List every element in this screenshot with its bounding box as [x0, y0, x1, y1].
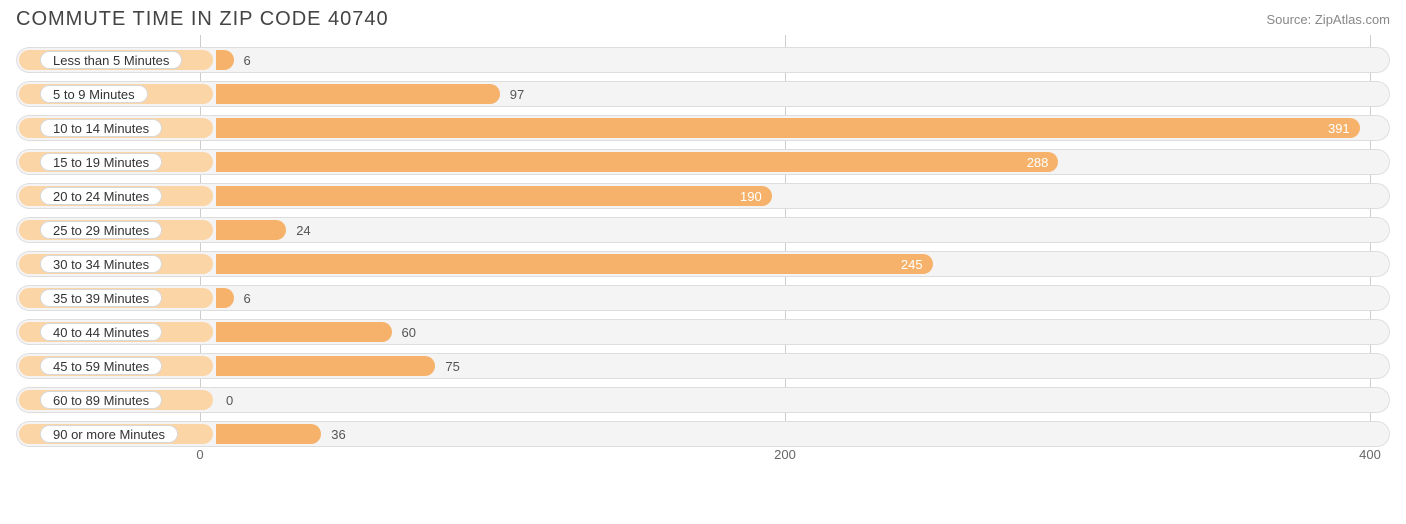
bar-row: 15 to 19 Minutes 288: [16, 149, 1390, 175]
bar-row: Less than 5 Minutes 6: [16, 47, 1390, 73]
bar-fill: [216, 356, 435, 376]
bar-value-label: 0: [216, 387, 243, 413]
bar-row: 40 to 44 Minutes 60: [16, 319, 1390, 345]
bar-fill: [216, 220, 286, 240]
bar-value-label: 190: [216, 183, 772, 209]
bar-row: 35 to 39 Minutes 6: [16, 285, 1390, 311]
bar-container: Less than 5 Minutes 6 5 to 9 Minutes 97 10 t…: [16, 47, 1390, 447]
bar-value-label: 75: [435, 353, 469, 379]
bar-category-label: 30 to 34 Minutes: [40, 255, 162, 273]
bar-category-label: 20 to 24 Minutes: [40, 187, 162, 205]
bar-fill: [216, 84, 500, 104]
bar-row: 20 to 24 Minutes 190: [16, 183, 1390, 209]
bar-value-label: 245: [216, 251, 933, 277]
bar-row: 30 to 34 Minutes 245: [16, 251, 1390, 277]
bar-value-label: 6: [234, 285, 261, 311]
bar-value-label: 6: [234, 47, 261, 73]
bar-fill: [216, 288, 234, 308]
axis-tick-label: 0: [196, 447, 203, 462]
chart-area: Less than 5 Minutes 6 5 to 9 Minutes 97 10 t…: [0, 35, 1406, 471]
bar-row: 10 to 14 Minutes 391: [16, 115, 1390, 141]
axis-tick-label: 400: [1359, 447, 1381, 462]
bar-fill: [216, 50, 234, 70]
x-axis: 0 200 400: [0, 443, 1406, 471]
bar-category-label: 15 to 19 Minutes: [40, 153, 162, 171]
bar-row: 45 to 59 Minutes 75: [16, 353, 1390, 379]
bar-category-label: 10 to 14 Minutes: [40, 119, 162, 137]
bar-value-label: 60: [392, 319, 426, 345]
bar-category-label: 45 to 59 Minutes: [40, 357, 162, 375]
bar-row: 60 to 89 Minutes 0: [16, 387, 1390, 413]
bar-value-label: 288: [216, 149, 1058, 175]
bar-fill: [216, 424, 321, 444]
chart-title: COMMUTE TIME IN ZIP CODE 40740: [16, 8, 389, 31]
bar-value-label: 391: [216, 115, 1360, 141]
bar-value-label: 24: [286, 217, 320, 243]
axis-tick-label: 200: [774, 447, 796, 462]
bar-category-label: 40 to 44 Minutes: [40, 323, 162, 341]
bar-fill: [216, 322, 392, 342]
bar-value-label: 97: [500, 81, 534, 107]
bar-category-label: 5 to 9 Minutes: [40, 85, 148, 103]
bar-category-label: 90 or more Minutes: [40, 425, 178, 443]
bar-category-label: 35 to 39 Minutes: [40, 289, 162, 307]
chart-source: Source: ZipAtlas.com: [1266, 12, 1390, 27]
bar-category-label: 25 to 29 Minutes: [40, 221, 162, 239]
chart-header: COMMUTE TIME IN ZIP CODE 40740 Source: Z…: [0, 0, 1406, 35]
bar-row: 25 to 29 Minutes 24: [16, 217, 1390, 243]
bar-category-label: 60 to 89 Minutes: [40, 391, 162, 409]
bar-row: 5 to 9 Minutes 97: [16, 81, 1390, 107]
bar-category-label: Less than 5 Minutes: [40, 51, 182, 69]
